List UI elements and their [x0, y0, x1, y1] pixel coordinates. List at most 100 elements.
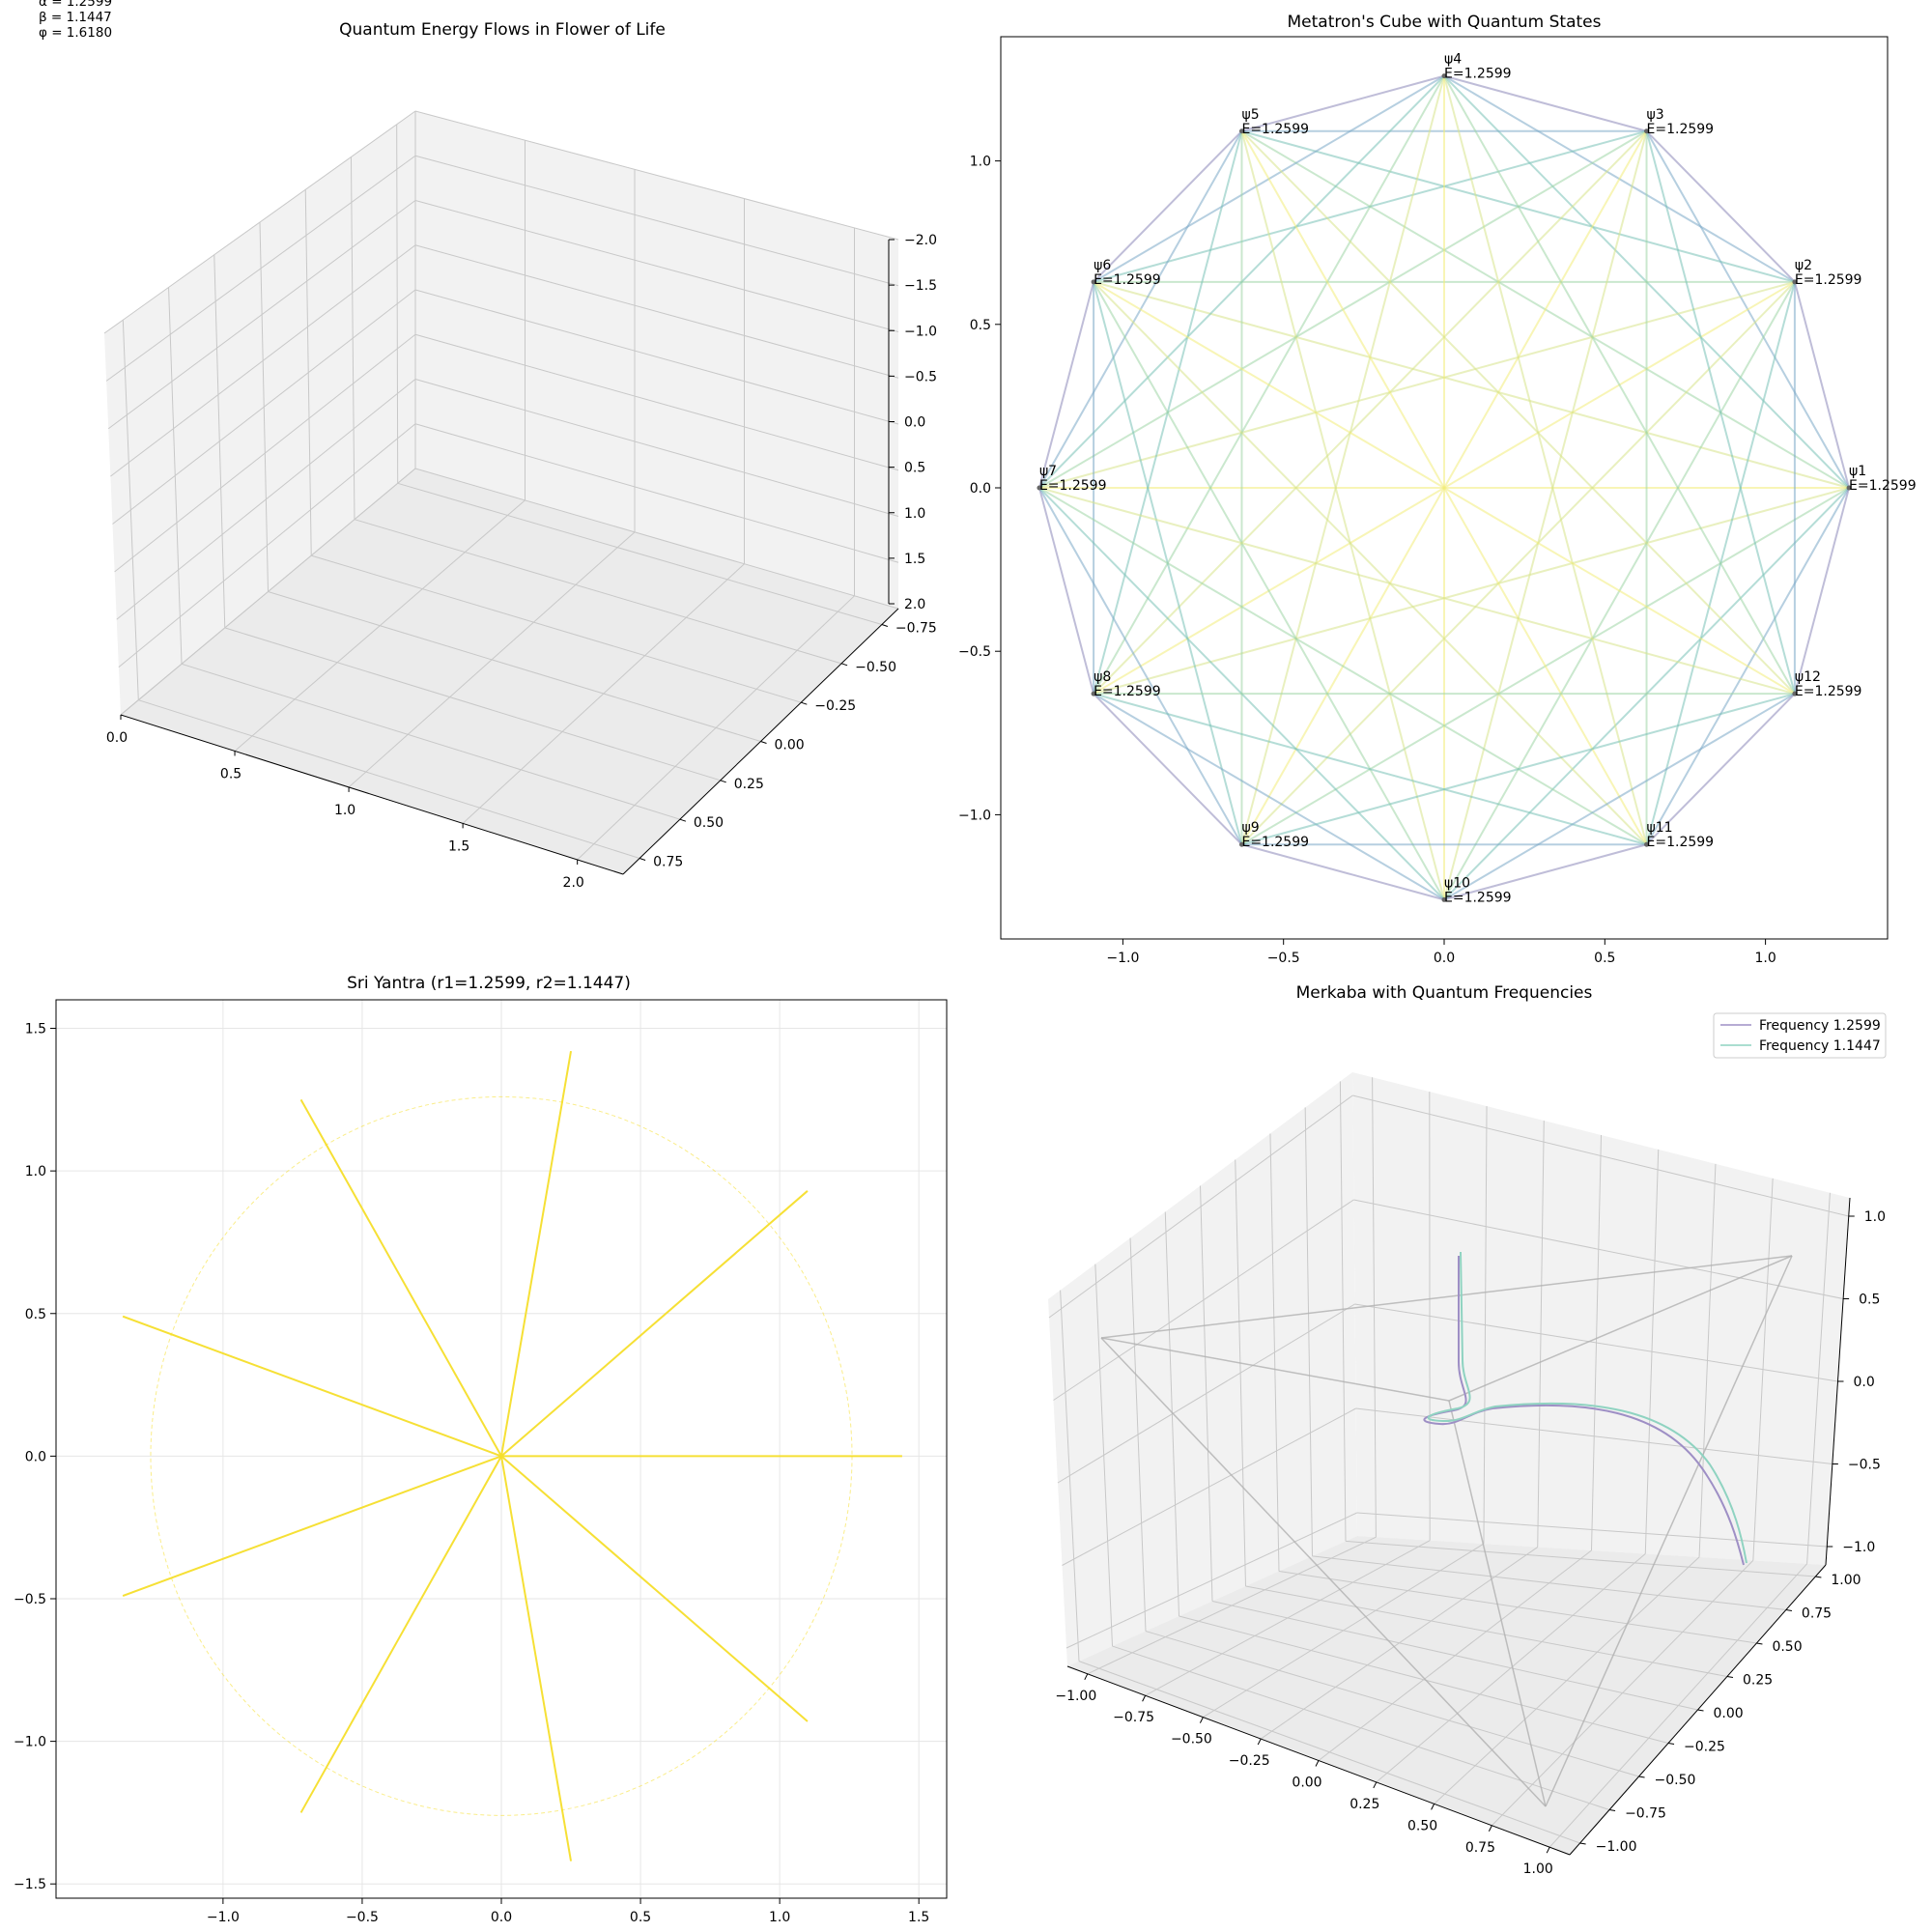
- node-energy-label: E=1.2599: [1647, 835, 1715, 850]
- metatron-edge: [1443, 843, 1647, 901]
- node-energy-label: E=1.2599: [1039, 478, 1107, 494]
- metatron-edge: [1093, 280, 1850, 489]
- y-tick-label: −0.75: [895, 621, 937, 637]
- metatron-node: [1644, 128, 1650, 134]
- x-tick-label: −1.00: [1055, 1689, 1096, 1704]
- grid-line-z-side: [1354, 1303, 1838, 1382]
- node-energy-label: E=1.2599: [1795, 684, 1862, 699]
- grid-line-z-back: [1057, 1303, 1355, 1484]
- y-tick-mark: [1638, 1776, 1645, 1778]
- legend-label-freq1: Frequency 1.2599: [1759, 1018, 1881, 1034]
- merkaba-frequency-curve-2: [1427, 1251, 1747, 1564]
- node-state-label: ψ7: [1039, 464, 1057, 479]
- metatron-edge: [1093, 281, 1445, 900]
- flower-title: Quantum Energy Flows in Flower of Life: [339, 20, 666, 40]
- grid-line-y-floor: [1345, 1540, 1816, 1577]
- x-tick-label: 0.5: [220, 766, 242, 781]
- grid-line-z-back: [103, 110, 416, 334]
- metatron-node: [1792, 691, 1798, 696]
- metatron-edge: [1645, 130, 1796, 283]
- y-tick-label: −0.50: [1655, 1773, 1696, 1788]
- parameter-readout: α = 1.2599 β = 1.1447 φ = 1.6180: [39, 0, 112, 41]
- metatron-x-tick-label: −0.5: [1267, 951, 1300, 966]
- grid-line-z-side: [414, 289, 899, 425]
- metatron-title: Metatron's Cube with Quantum States: [1288, 13, 1602, 32]
- side-pane: [415, 111, 898, 609]
- grid-line-z-side: [414, 110, 899, 241]
- yantra-spoke: [500, 1190, 809, 1458]
- merkaba-title: Merkaba with Quantum Frequencies: [1296, 983, 1593, 1003]
- grid-line-z-side: [414, 468, 899, 610]
- metatron-edge: [1093, 693, 1647, 846]
- metatron-ticks: −1.0 −0.5 0.0 0.5 1.0 −1.0 −0.5 0.0 0.5 1.0: [958, 155, 1776, 966]
- grid-line-y-floor: [354, 519, 842, 665]
- node-energy-label: E=1.2599: [1795, 272, 1862, 288]
- node-energy-label: E=1.2599: [1444, 67, 1512, 82]
- yantra-x-tick-label: 1.5: [908, 1910, 929, 1925]
- grid-line-y-floor: [311, 554, 802, 703]
- z-tick-label: −0.5: [1848, 1458, 1881, 1473]
- x-tick-label: −0.75: [1113, 1710, 1154, 1725]
- merkaba-tetra-edge: [1100, 1337, 1547, 1807]
- metatron-edge: [1240, 130, 1796, 695]
- merkaba-legend: Frequency 1.2599 Frequency 1.1447: [1713, 1012, 1887, 1059]
- z-tick-label: 1.0: [904, 506, 925, 522]
- floor-pane: [121, 469, 898, 874]
- x-tick-label: 0.0: [106, 730, 128, 746]
- metatron-node: [1238, 841, 1244, 847]
- node-state-label: ψ11: [1647, 820, 1673, 836]
- node-energy-label: E=1.2599: [1647, 122, 1715, 137]
- y-tick-label: 0.50: [694, 815, 724, 831]
- grid-line-z-back: [1048, 1094, 1353, 1319]
- grid-line-y-floor: [1245, 1585, 1728, 1677]
- grid-line-y-floor: [181, 663, 681, 820]
- grid-line-y-floor: [1112, 1645, 1610, 1810]
- x-tick-label: 0.50: [1407, 1818, 1437, 1833]
- flower-of-life-panel: Quantum Energy Flows in Flower of Life 0…: [103, 20, 937, 891]
- y-tick-mark: [1608, 1809, 1616, 1811]
- node-energy-label: E=1.2599: [1094, 272, 1161, 288]
- y-tick-mark: [881, 624, 889, 627]
- side-pane: [1352, 1072, 1850, 1565]
- z-tick-label: −1.0: [904, 324, 937, 339]
- grid-line-y-floor: [1278, 1570, 1757, 1644]
- yantra-y-tick-label: 0.0: [25, 1449, 46, 1464]
- grid-line-z-side: [1352, 1094, 1849, 1217]
- z-tick-label: 1.5: [904, 552, 925, 567]
- z-tick-label: 2.0: [904, 597, 925, 612]
- x-tick-mark: [1199, 1717, 1204, 1723]
- grid-line-z-back: [107, 200, 416, 430]
- grid-line-z-side: [414, 333, 899, 471]
- merkaba-tetra-edge: [1100, 1337, 1450, 1402]
- grid-line-z-back: [1053, 1199, 1354, 1401]
- metatron-node: [1091, 279, 1096, 285]
- yantra-spoke: [500, 1050, 573, 1457]
- node-state-label: ψ3: [1647, 107, 1664, 123]
- grid-line-z-side: [414, 244, 899, 379]
- yantra-x-tick-label: 0.5: [630, 1910, 651, 1925]
- z-tick-label: −2.0: [904, 233, 937, 248]
- grid-line-z-back: [114, 333, 416, 573]
- y-tick-mark: [679, 818, 687, 822]
- yantra-y-tick-label: −0.5: [14, 1592, 46, 1607]
- yantra-y-tick-label: −1.5: [14, 1877, 46, 1892]
- alpha-param: α = 1.2599: [39, 0, 113, 10]
- yantra-spoke: [299, 1455, 502, 1813]
- metatron-y-tick-label: 1.0: [970, 155, 991, 170]
- y-tick-mark: [840, 663, 848, 667]
- metatron-edge: [1241, 74, 1445, 132]
- metatron-x-tick-label: 0.0: [1434, 951, 1455, 966]
- z-tick-label: 0.5: [1859, 1293, 1880, 1308]
- y-tick-mark: [1756, 1642, 1763, 1645]
- metatron-edge: [1645, 693, 1796, 845]
- grid-line-y-floor: [397, 482, 883, 625]
- metatron-edge: [1240, 75, 1445, 845]
- grid-line-z-back: [116, 379, 416, 620]
- node-state-label: ψ9: [1241, 820, 1259, 836]
- yantra-x-tick-label: −1.0: [207, 1910, 240, 1925]
- grid-line-z-back: [118, 423, 416, 668]
- y-tick-mark: [1579, 1842, 1586, 1845]
- merkaba-tetra-edge: [1100, 1255, 1793, 1339]
- yantra-spoke: [122, 1315, 502, 1458]
